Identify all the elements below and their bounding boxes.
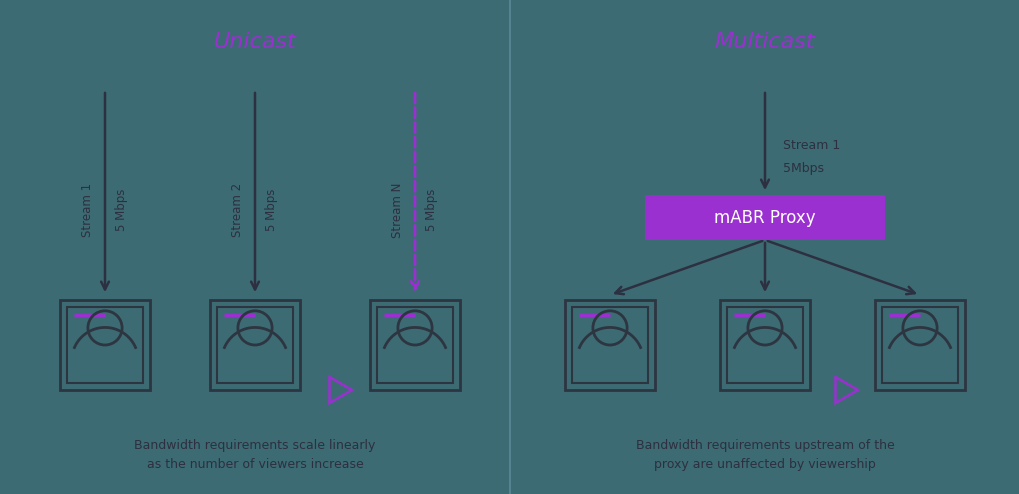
Bar — [881, 307, 957, 383]
Bar — [67, 307, 143, 383]
Bar — [565, 300, 654, 390]
Text: Bandwidth requirements upstream of the
proxy are unaffected by viewership: Bandwidth requirements upstream of the p… — [635, 439, 894, 471]
Text: Multicast: Multicast — [714, 32, 814, 52]
Bar — [377, 307, 452, 383]
Text: Unicast: Unicast — [213, 32, 297, 52]
Bar — [644, 195, 884, 240]
Text: 5 Mbps: 5 Mbps — [265, 189, 278, 231]
Text: mABR Proxy: mABR Proxy — [713, 208, 815, 227]
Text: Stream 1: Stream 1 — [783, 138, 840, 152]
Text: 5 Mbps: 5 Mbps — [115, 189, 128, 231]
Text: Stream N: Stream N — [391, 182, 405, 238]
Bar — [727, 307, 802, 383]
Text: Stream 1: Stream 1 — [82, 183, 95, 237]
Bar — [210, 300, 300, 390]
Text: 5Mbps: 5Mbps — [783, 162, 823, 174]
Bar — [370, 300, 460, 390]
Bar — [719, 300, 809, 390]
Bar — [874, 300, 964, 390]
Text: Bandwidth requirements scale linearly
as the number of viewers increase: Bandwidth requirements scale linearly as… — [135, 439, 375, 471]
Text: Stream 2: Stream 2 — [231, 183, 245, 237]
Text: 5 Mbps: 5 Mbps — [425, 189, 438, 231]
Bar — [60, 300, 150, 390]
Bar — [217, 307, 292, 383]
Bar — [572, 307, 647, 383]
